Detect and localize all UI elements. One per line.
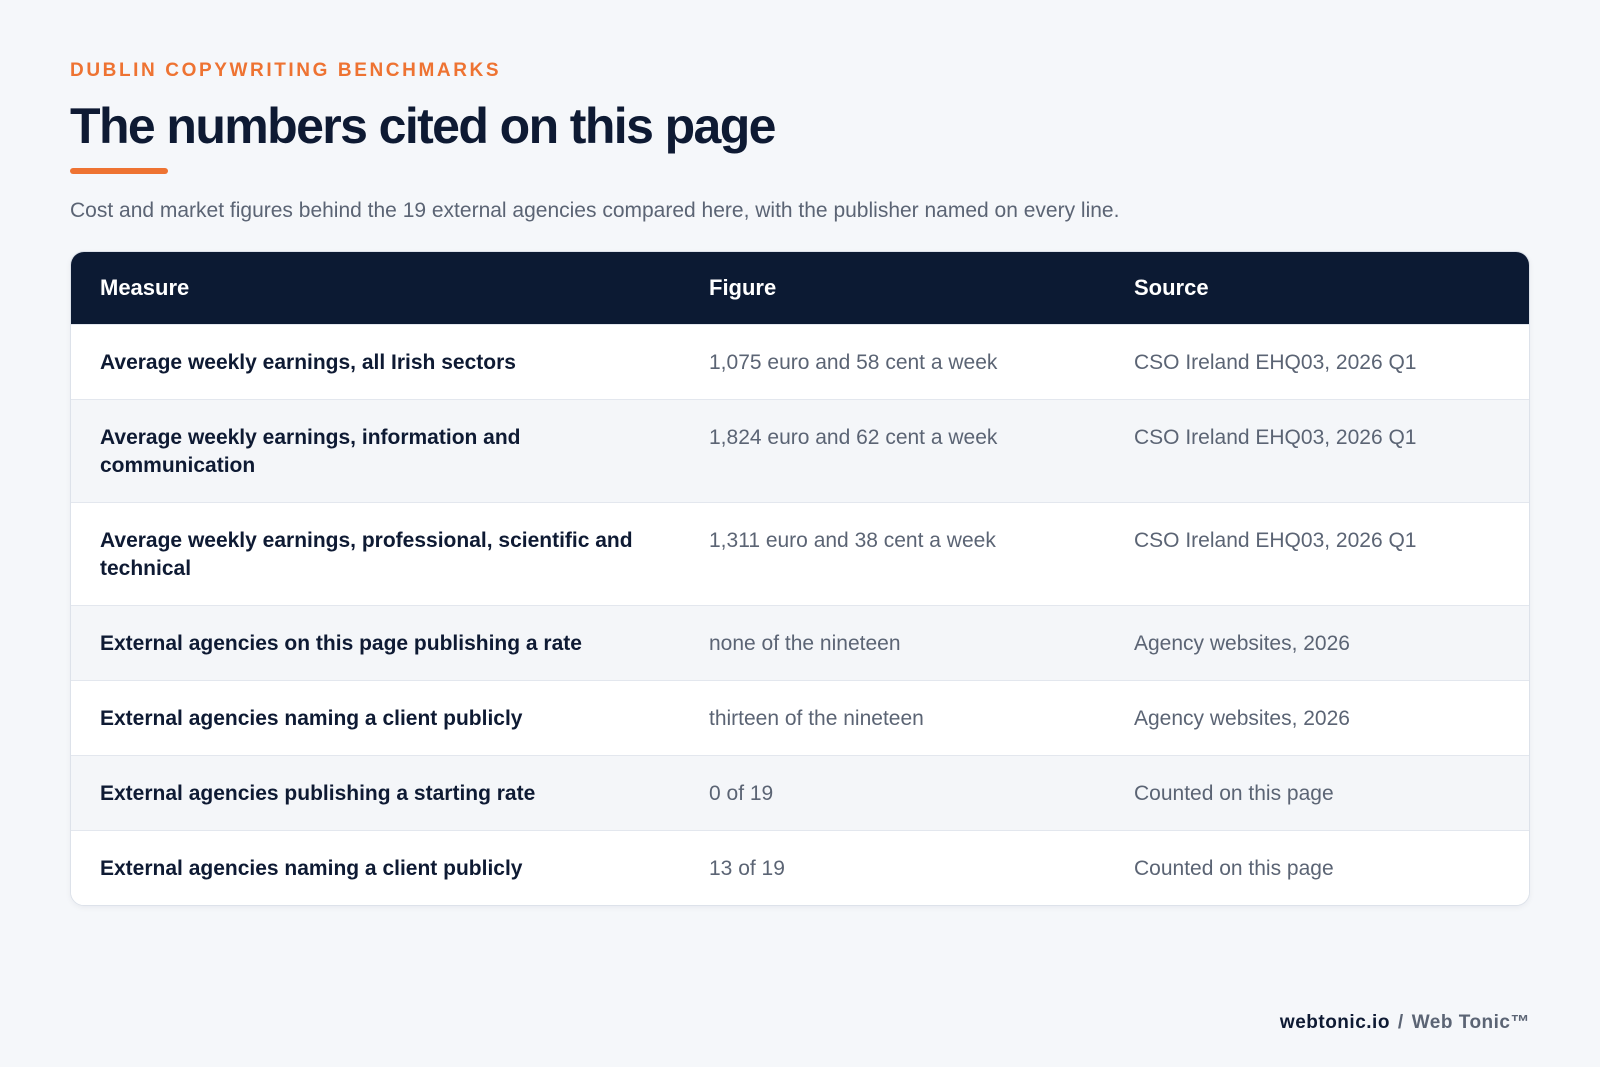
figure-cell: 0 of 19 [680,754,1105,830]
source-cell: Counted on this page [1105,754,1529,830]
footer-credit: webtonic.io / Web Tonic™ [1280,1012,1530,1034]
figure-cell: 1,824 euro and 62 cent a week [680,398,1105,502]
eyebrow-label: DUBLIN COPYWRITING BENCHMARKS [70,60,502,81]
source-cell: Agency websites, 2026 [1105,679,1529,755]
measure-cell: Average weekly earnings, all Irish secto… [71,323,680,399]
figure-cell: thirteen of the nineteen [680,679,1105,755]
source-cell: CSO Ireland EHQ03, 2026 Q1 [1105,501,1529,605]
measure-cell: External agencies on this page publishin… [71,604,680,680]
table-row: Average weekly earnings, information and… [71,398,1529,502]
measure-cell: Average weekly earnings, information and… [71,398,680,502]
figure-cell: 13 of 19 [680,829,1105,905]
footer-brand: Web Tonic™ [1411,1012,1530,1033]
figure-cell: none of the nineteen [680,604,1105,680]
table-row: External agencies on this page publishin… [71,604,1529,680]
source-cell: CSO Ireland EHQ03, 2026 Q1 [1105,398,1529,502]
page-title: The numbers cited on this page [70,98,776,154]
figure-cell: 1,311 euro and 38 cent a week [680,501,1105,605]
source-cell: CSO Ireland EHQ03, 2026 Q1 [1105,323,1529,399]
footer-separator: / [1397,1012,1404,1033]
table-row: External agencies publishing a starting … [71,754,1529,830]
table-header-row: Measure Figure Source [71,252,1529,324]
source-cell: Agency websites, 2026 [1105,604,1529,680]
table-row: Average weekly earnings, professional, s… [71,501,1529,605]
table-row: External agencies naming a client public… [71,829,1529,905]
column-header-source: Source [1134,274,1209,300]
footer-site: webtonic.io [1279,1012,1390,1033]
column-header-measure: Measure [100,274,190,300]
benchmarks-table: Measure Figure Source Average weekly ear… [71,252,1529,905]
measure-cell: External agencies naming a client public… [71,829,680,905]
figure-cell: 1,075 euro and 58 cent a week [680,323,1105,399]
column-header-figure: Figure [709,274,777,300]
accent-divider [70,168,168,174]
benchmarks-table-card: Measure Figure Source Average weekly ear… [70,251,1530,906]
table-row: Average weekly earnings, all Irish secto… [71,323,1529,399]
page-subtitle: Cost and market figures behind the 19 ex… [70,199,1120,222]
table-row: External agencies naming a client public… [71,679,1529,755]
measure-cell: External agencies naming a client public… [71,679,680,755]
measure-cell: External agencies publishing a starting … [71,754,680,830]
measure-cell: Average weekly earnings, professional, s… [71,501,680,605]
source-cell: Counted on this page [1105,829,1529,905]
